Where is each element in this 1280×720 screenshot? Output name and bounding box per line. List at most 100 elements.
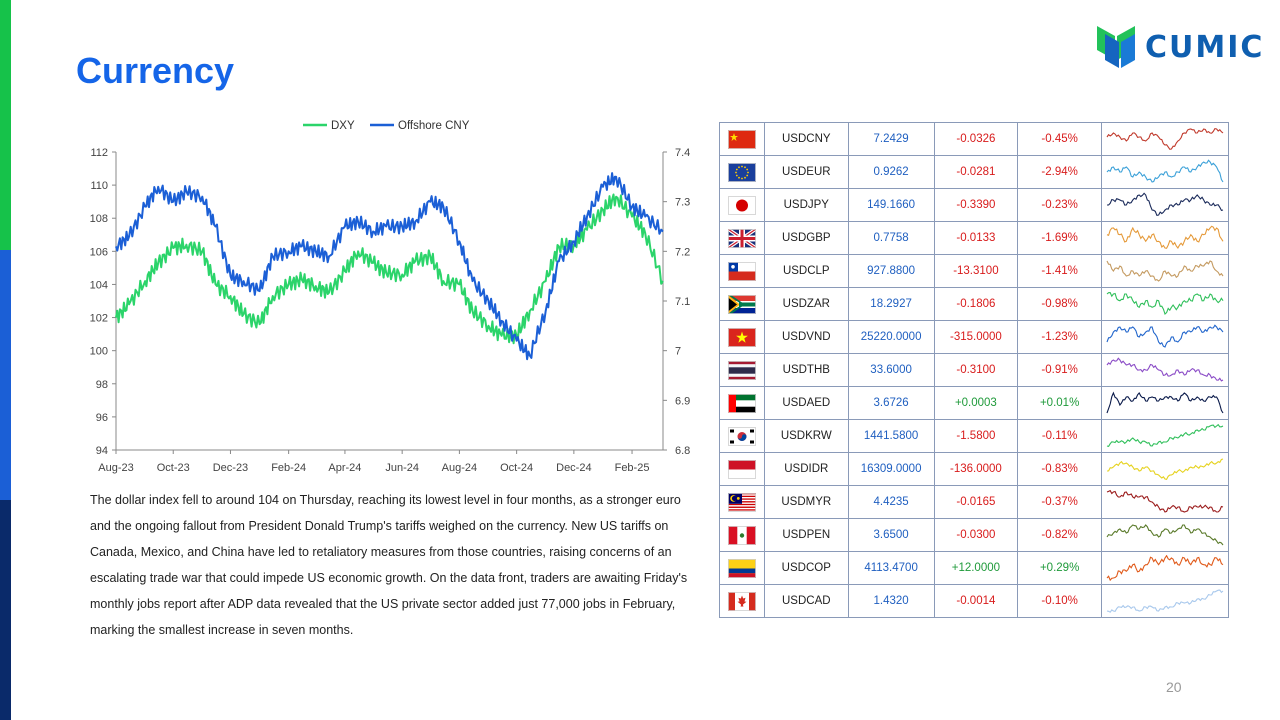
fx-row-usdidr: USDIDR 16309.0000 -136.0000 -0.83%	[719, 452, 1230, 486]
x-tick-label: Aug-23	[98, 462, 133, 474]
change-percent: -0.91%	[1017, 353, 1102, 387]
y-right-tick-label: 7.2	[675, 246, 690, 258]
flag-cell	[719, 221, 765, 255]
sparkline-cell	[1100, 419, 1230, 453]
sparkline	[1106, 391, 1224, 414]
flag-cell	[719, 419, 765, 453]
price-value: 1.4320	[847, 584, 935, 618]
fx-row-usdpen: USDPEN 3.6500 -0.0300 -0.82%	[719, 518, 1230, 552]
legend-label: DXY	[331, 120, 355, 132]
flag-gb-icon	[727, 228, 756, 248]
flag-cell	[719, 452, 765, 486]
price-value: 0.9262	[847, 155, 935, 189]
change-value: -1.5800	[933, 419, 1019, 453]
flag-za-icon	[727, 294, 756, 314]
change-percent: -0.83%	[1017, 452, 1102, 486]
legend-label: Offshore CNY	[398, 120, 470, 132]
price-value: 25220.0000	[847, 320, 935, 354]
sparkline-cell	[1100, 353, 1230, 387]
price-value: 4.4235	[847, 485, 935, 519]
change-value: +12.0000	[933, 551, 1019, 585]
currency-code: USDCNY	[763, 122, 849, 156]
market-commentary: The dollar index fell to around 104 on T…	[90, 493, 688, 637]
y-right-tick-label: 7.1	[675, 296, 690, 308]
currency-code: USDGBP	[763, 221, 849, 255]
sparkline-cell	[1100, 320, 1230, 354]
sparkline-cell	[1100, 254, 1230, 288]
currency-code: USDCAD	[763, 584, 849, 618]
sparkline-path	[1106, 292, 1224, 315]
y-left-tick-label: 102	[90, 313, 108, 325]
sparkline-cell	[1100, 287, 1230, 321]
sparkline	[1106, 192, 1224, 217]
price-value: 3.6726	[847, 386, 935, 420]
flag-cell	[719, 353, 765, 387]
y-right-tick-label: 6.8	[675, 445, 690, 457]
price-value: 927.8800	[847, 254, 935, 288]
page-title: Currency	[76, 50, 235, 91]
change-percent: +0.01%	[1017, 386, 1102, 420]
change-value: -0.0165	[933, 485, 1019, 519]
y-left-tick-label: 94	[96, 445, 108, 457]
currency-code: USDKRW	[763, 419, 849, 453]
change-percent: -1.41%	[1017, 254, 1102, 288]
y-left-tick-label: 112	[90, 147, 108, 159]
flag-cell	[719, 485, 765, 519]
accent-bar-navy	[0, 500, 11, 720]
change-percent: +0.29%	[1017, 551, 1102, 585]
x-tick-label: Oct-23	[157, 462, 190, 474]
sparkline-path	[1106, 357, 1224, 382]
flag-co-icon	[727, 558, 756, 578]
fx-row-usdgbp: USDGBP 0.7758 -0.0133 -1.69%	[719, 221, 1230, 255]
y-right-tick-label: 7	[675, 346, 681, 358]
fx-row-usdzar: USDZAR 18.2927 -0.1806 -0.98%	[719, 287, 1230, 321]
sparkline	[1106, 127, 1224, 150]
change-percent: -1.23%	[1017, 320, 1102, 354]
price-value: 33.6000	[847, 353, 935, 387]
y-left-tick-label: 104	[90, 279, 108, 291]
x-tick-label: Jun-24	[385, 462, 419, 474]
change-value: -0.3390	[933, 188, 1019, 222]
fx-row-usdmyr: USDMYR 4.4235 -0.0165 -0.37%	[719, 485, 1230, 519]
price-value: 0.7758	[847, 221, 935, 255]
sparkline	[1106, 260, 1224, 282]
fx-row-usdcop: USDCOP 4113.4700 +12.0000 +0.29%	[719, 551, 1230, 585]
currency-code: USDTHB	[763, 353, 849, 387]
sparkline-cell	[1100, 188, 1230, 222]
flag-cell	[719, 518, 765, 552]
flag-pe-icon	[727, 525, 756, 545]
fx-row-usdthb: USDTHB 33.6000 -0.3100 -0.91%	[719, 353, 1230, 387]
price-value: 16309.0000	[847, 452, 935, 486]
change-value: -136.0000	[933, 452, 1019, 486]
price-value: 7.2429	[847, 122, 935, 156]
flag-cell	[719, 122, 765, 156]
flag-kr-icon	[727, 426, 756, 446]
currency-code: USDJPY	[763, 188, 849, 222]
accent-bar-green	[0, 0, 11, 250]
page-number: 20	[1166, 679, 1182, 695]
logo-mark-icon	[1097, 26, 1135, 68]
price-value: 4113.4700	[847, 551, 935, 585]
change-value: +0.0003	[933, 386, 1019, 420]
flag-jp-icon	[727, 195, 756, 215]
y-right-tick-label: 7.3	[675, 197, 690, 209]
currency-code: USDZAR	[763, 287, 849, 321]
x-tick-label: Oct-24	[500, 462, 533, 474]
sparkline-cell	[1100, 485, 1230, 519]
change-value: -315.0000	[933, 320, 1019, 354]
sparkline-cell	[1100, 518, 1230, 552]
change-value: -0.0281	[933, 155, 1019, 189]
currency-code: USDMYR	[763, 485, 849, 519]
flag-th-icon	[727, 360, 756, 380]
change-percent: -2.94%	[1017, 155, 1102, 189]
dxy-cny-chart: 94 96 98 100 102 104 106 108 110 112 6.8 6.9 7 7.1 7.2…	[78, 110, 698, 480]
change-value: -0.0326	[933, 122, 1019, 156]
change-percent: -0.10%	[1017, 584, 1102, 618]
flag-cell	[719, 254, 765, 288]
accent-bar-blue	[0, 250, 11, 500]
change-value: -0.0300	[933, 518, 1019, 552]
price-value: 3.6500	[847, 518, 935, 552]
sparkline-path	[1106, 260, 1224, 282]
sparkline-path	[1106, 524, 1224, 546]
y-left-tick-label: 96	[96, 412, 108, 424]
